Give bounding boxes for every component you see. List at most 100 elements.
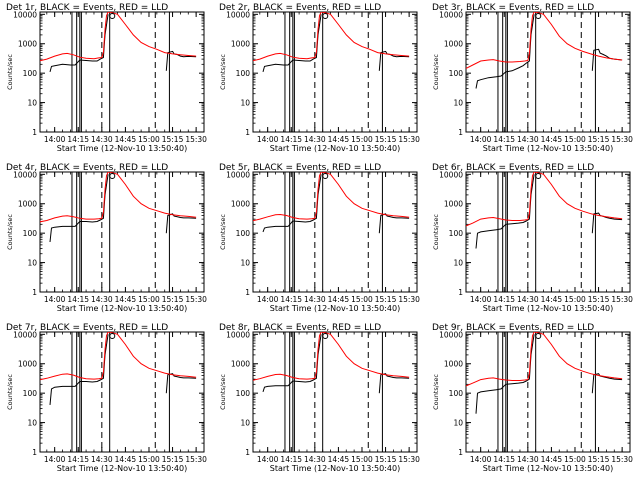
y-tick-label: 1000 [231, 200, 250, 209]
x-tick-label: 15:00 [564, 295, 586, 304]
x-tick-label: 15:15 [588, 135, 610, 144]
x-axis-label: Start Time (12-Nov-10 13:50:40) [57, 464, 187, 473]
x-tick-label: 14:15 [280, 135, 302, 144]
panel-det-3: Det 3r, BLACK = Events, RED = LLD 1 10 100 1… [432, 3, 633, 153]
y-tick-label: 1000 [444, 40, 463, 49]
y-tick-label: 100 [449, 69, 464, 78]
panel-det-2: Det 2r, BLACK = Events, RED = LLD 1 10 100 1… [219, 3, 420, 153]
lld-rate-line [40, 172, 197, 223]
x-tick-label: 15:30 [398, 455, 420, 464]
x-tick-label: 15:15 [375, 135, 397, 144]
y-axis-label: Counts/sec [432, 214, 440, 250]
events-rate-line [49, 334, 109, 405]
events-rate-line-segment-2 [378, 213, 410, 234]
y-tick-label: 1000 [231, 360, 250, 369]
x-tick-label: 15:00 [351, 135, 373, 144]
events-rate-line-segment-2 [591, 212, 623, 234]
panel-det-5: Det 5r, BLACK = Events, RED = LLD 1 10 100 1… [219, 163, 420, 313]
events-rate-line [475, 334, 535, 414]
y-tick-label: 10 [453, 259, 463, 268]
y-tick-label: 10000 [226, 10, 250, 19]
x-axis-label: Start Time (12-Nov-10 13:50:40) [270, 464, 400, 473]
events-rate-line [475, 14, 535, 89]
x-axis-label: Start Time (12-Nov-10 13:50:40) [483, 144, 613, 153]
y-tick-label: 1000 [18, 40, 37, 49]
peak-marker [109, 13, 116, 19]
plot-frame [465, 331, 631, 453]
panel-title: Det 5r, BLACK = Events, RED = LLD [219, 163, 381, 173]
y-tick-label: 10 [240, 419, 250, 428]
plot-frame [39, 171, 205, 293]
x-tick-label: 14:00 [44, 135, 66, 144]
x-tick-label: 14:15 [67, 135, 89, 144]
y-tick-label: 1 [458, 128, 463, 137]
y-tick-label: 100 [23, 229, 38, 238]
x-tick-label: 15:30 [611, 135, 633, 144]
lld-rate-line [40, 12, 197, 62]
lld-rate-line [253, 172, 410, 222]
peak-marker [535, 333, 542, 339]
y-tick-label: 100 [236, 69, 251, 78]
x-tick-label: 15:00 [351, 295, 373, 304]
y-tick-label: 10000 [226, 330, 250, 339]
y-tick-label: 10000 [13, 10, 37, 19]
panel-title: Det 6r, BLACK = Events, RED = LLD [432, 163, 594, 173]
x-tick-label: 14:45 [328, 455, 350, 464]
y-tick-label: 100 [236, 229, 251, 238]
panel-det-8: Det 8r, BLACK = Events, RED = LLD 1 10 100 1… [219, 323, 420, 473]
x-tick-label: 14:30 [91, 135, 113, 144]
events-rate-line [262, 334, 322, 393]
peak-marker [109, 333, 116, 339]
x-tick-label: 15:00 [351, 455, 373, 464]
x-tick-label: 15:30 [185, 295, 207, 304]
x-tick-label: 15:15 [162, 135, 184, 144]
events-rate-line [475, 174, 535, 249]
y-tick-label: 1000 [18, 360, 37, 369]
x-tick-label: 14:00 [470, 135, 492, 144]
x-tick-label: 14:15 [493, 455, 515, 464]
y-tick-label: 100 [449, 389, 464, 398]
x-axis-label: Start Time (12-Nov-10 13:50:40) [57, 304, 187, 313]
x-tick-label: 14:00 [257, 135, 279, 144]
x-tick-label: 14:15 [493, 135, 515, 144]
x-tick-label: 14:30 [91, 295, 113, 304]
x-tick-label: 14:45 [115, 455, 137, 464]
lld-rate-line [40, 332, 197, 381]
x-tick-label: 14:15 [67, 455, 89, 464]
y-tick-label: 10000 [226, 170, 250, 179]
y-axis-label: Counts/sec [432, 54, 440, 90]
y-tick-label: 1000 [231, 40, 250, 49]
x-tick-label: 14:30 [517, 295, 539, 304]
panel-title: Det 2r, BLACK = Events, RED = LLD [219, 3, 381, 13]
lld-rate-line [466, 332, 623, 387]
x-tick-label: 15:30 [185, 135, 207, 144]
y-tick-label: 10000 [439, 10, 463, 19]
y-tick-label: 10 [453, 419, 463, 428]
plot-frame [252, 11, 418, 133]
plot-frame [252, 171, 418, 293]
x-tick-label: 14:00 [257, 295, 279, 304]
panel-title: Det 3r, BLACK = Events, RED = LLD [432, 3, 594, 13]
panel-det-1: Det 1r, BLACK = Events, RED = LLD 1 10 100 1… [6, 3, 207, 153]
x-tick-label: 14:00 [257, 455, 279, 464]
x-tick-label: 14:00 [470, 455, 492, 464]
x-tick-label: 14:15 [493, 295, 515, 304]
y-tick-label: 10000 [13, 170, 37, 179]
y-tick-label: 10000 [439, 330, 463, 339]
x-tick-label: 14:15 [280, 295, 302, 304]
plot-frame [39, 11, 205, 133]
plot-frame [39, 331, 205, 453]
y-tick-label: 1 [32, 448, 37, 457]
peak-marker [322, 173, 329, 179]
events-rate-line-segment-2 [165, 213, 197, 234]
x-tick-label: 14:30 [304, 135, 326, 144]
y-axis-label: Counts/sec [6, 374, 14, 410]
x-tick-label: 15:15 [588, 455, 610, 464]
y-tick-label: 100 [236, 389, 251, 398]
x-tick-label: 14:45 [541, 295, 563, 304]
x-tick-label: 15:30 [611, 455, 633, 464]
x-tick-label: 14:00 [44, 295, 66, 304]
plot-frame [252, 331, 418, 453]
events-rate-line-segment-2 [378, 50, 410, 71]
